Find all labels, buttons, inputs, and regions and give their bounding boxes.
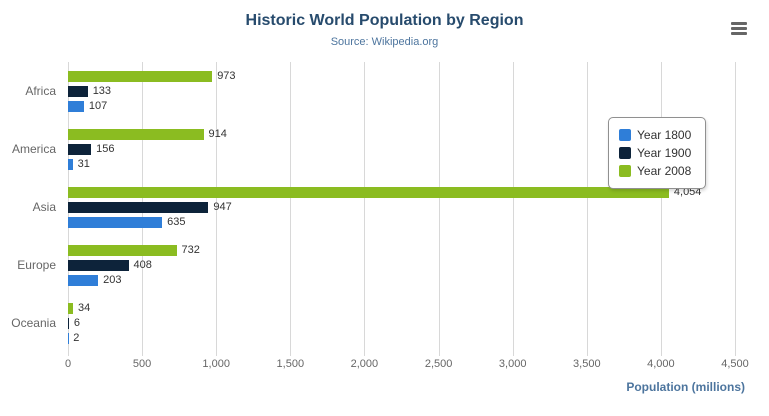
- data-label: 732: [181, 244, 200, 256]
- menu-bar: [731, 32, 747, 35]
- category-label: America: [11, 142, 56, 156]
- data-label: 947: [213, 201, 232, 213]
- bar[interactable]: [68, 129, 204, 140]
- chart-title: Historic World Population by Region: [245, 12, 524, 29]
- gridline: [512, 62, 514, 356]
- x-tick-label: 4,000: [647, 358, 675, 370]
- data-label: 6: [73, 317, 81, 329]
- data-label: 635: [167, 216, 186, 228]
- x-tick-label: 1,000: [202, 358, 230, 370]
- bar[interactable]: [68, 303, 73, 314]
- data-label: 156: [96, 143, 115, 155]
- legend-item[interactable]: Year 1900: [619, 144, 691, 162]
- menu-bar: [731, 22, 747, 25]
- bar[interactable]: [68, 260, 129, 271]
- category-label: Oceania: [11, 316, 56, 330]
- y-axis-labels: Africa America Asia Europe Oceania: [0, 62, 62, 352]
- data-label: 203: [103, 274, 122, 286]
- x-tick-label: 500: [132, 358, 152, 370]
- x-tick-label: 4,500: [721, 358, 749, 370]
- category-label: Europe: [17, 258, 56, 272]
- bar[interactable]: [68, 275, 99, 286]
- data-label: 133: [92, 85, 112, 97]
- x-tick-label: 3,000: [498, 358, 527, 370]
- data-label: 107: [88, 100, 108, 112]
- x-tick-label: 3,500: [573, 358, 601, 370]
- gridline: [438, 62, 440, 356]
- legend: Year 1800 Year 1900 Year 2008: [608, 117, 707, 189]
- bar[interactable]: [68, 217, 163, 228]
- plot-area: 973 133 107 914 156 31 4,054 947 635 732 408 203 34 6…: [68, 62, 736, 356]
- bar[interactable]: [68, 202, 209, 213]
- x-tick-label: 2,000: [350, 358, 379, 370]
- gridline: [660, 62, 662, 356]
- legend-symbol-icon: [619, 129, 631, 141]
- bar[interactable]: [68, 245, 177, 256]
- data-label: 31: [77, 158, 90, 170]
- hamburger-menu-icon[interactable]: [731, 22, 747, 35]
- bar[interactable]: [68, 86, 88, 97]
- menu-bar: [731, 27, 747, 30]
- gridline: [364, 62, 366, 356]
- category-label: Africa: [25, 84, 56, 98]
- legend-symbol-icon: [619, 165, 631, 177]
- data-label: 34: [78, 302, 91, 314]
- bar[interactable]: [68, 144, 92, 155]
- legend-symbol-icon: [619, 147, 631, 159]
- bar[interactable]: [68, 101, 84, 112]
- bar[interactable]: [68, 318, 69, 329]
- data-label: 973: [217, 70, 236, 82]
- bar[interactable]: [68, 159, 73, 170]
- gridline: [586, 62, 588, 356]
- data-label: 914: [208, 128, 227, 140]
- legend-label: Year 2008: [637, 164, 692, 178]
- legend-item[interactable]: Year 1800: [619, 126, 691, 144]
- legend-label: Year 1900: [637, 146, 692, 160]
- x-tick-label: 2,500: [424, 358, 453, 370]
- x-tick-label: 0: [64, 358, 72, 370]
- gridline: [290, 62, 292, 356]
- category-label: Asia: [32, 200, 56, 214]
- gridline: [735, 62, 736, 356]
- data-label: 4,054: [673, 186, 702, 198]
- chart-subtitle: Source: Wikipedia.org: [330, 36, 439, 48]
- bar[interactable]: [68, 187, 669, 198]
- legend-label: Year 1800: [637, 128, 692, 142]
- bar[interactable]: [68, 71, 213, 82]
- x-axis-title: Population (millions): [626, 380, 745, 394]
- data-label: 408: [133, 259, 152, 271]
- data-label: 2: [73, 332, 80, 344]
- legend-item[interactable]: Year 2008: [619, 162, 691, 180]
- x-tick-label: 1,500: [276, 358, 305, 370]
- x-axis-labels: 0 500 1,000 1,500 2,000 2,500 3,000 3,500 4,000 4…: [64, 358, 749, 372]
- gridline: [216, 62, 218, 356]
